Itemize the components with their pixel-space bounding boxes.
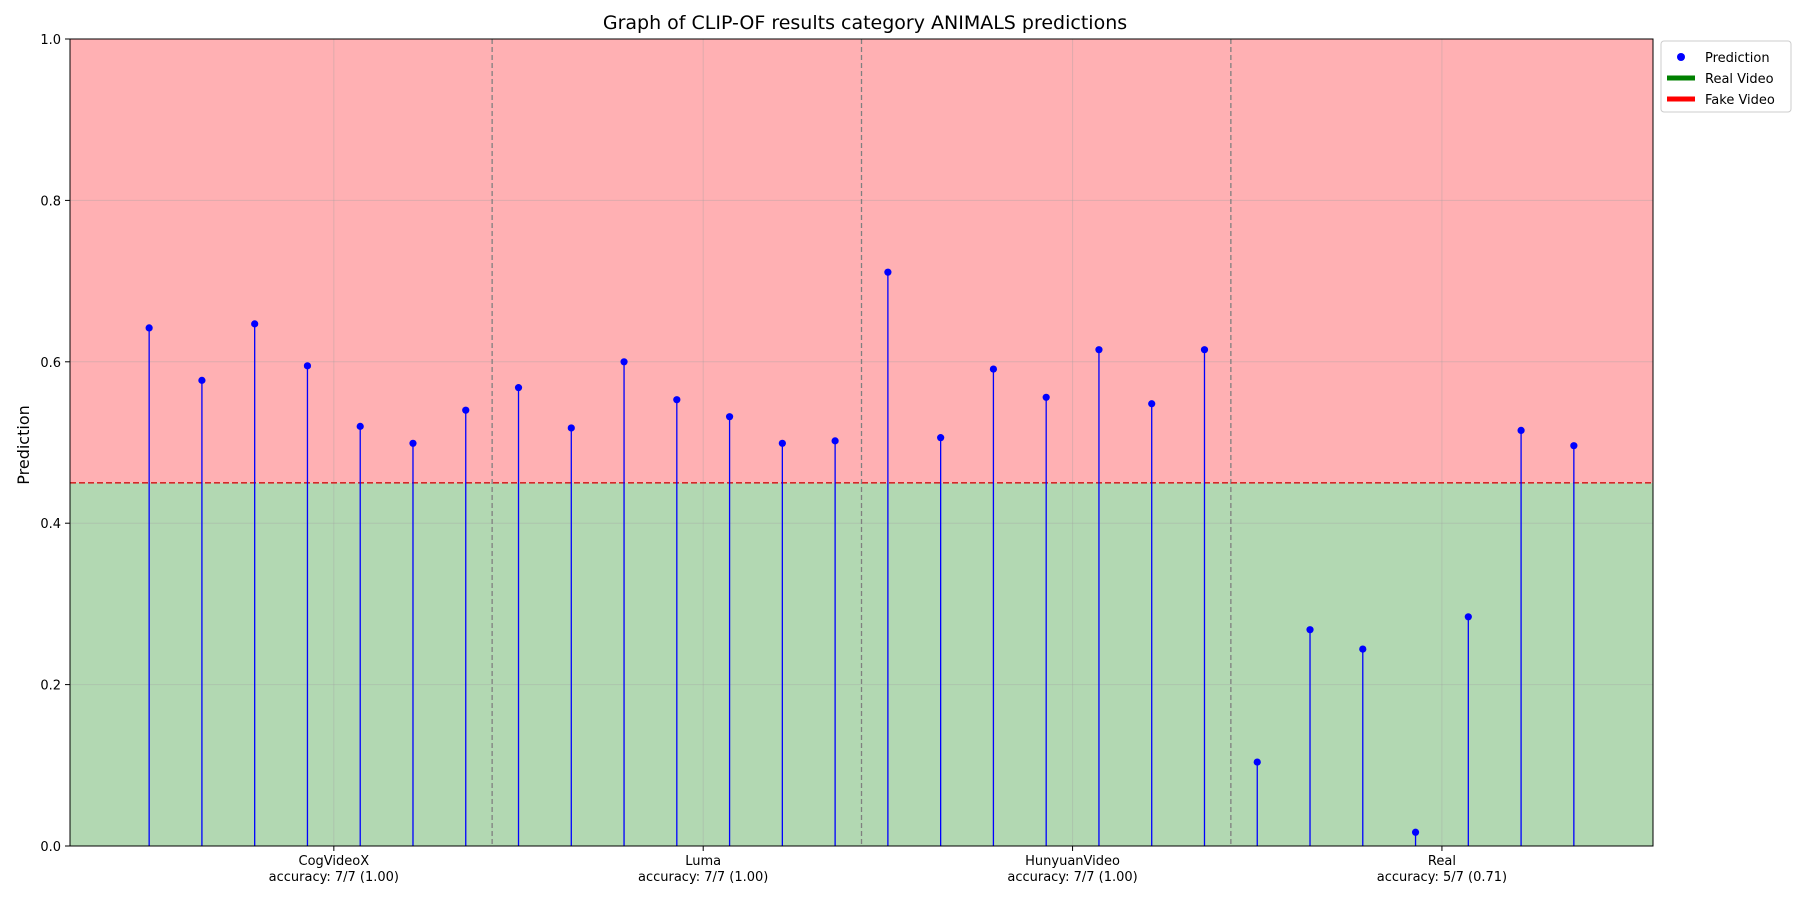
legend-label: Prediction <box>1705 51 1770 66</box>
y-tick-label: 0.2 <box>40 679 61 694</box>
stem-marker <box>1570 442 1578 450</box>
y-tick-label: 0.6 <box>40 356 61 371</box>
stem-marker <box>409 439 417 447</box>
x-group-name: Real <box>1428 854 1456 869</box>
stem-marker <box>884 268 892 276</box>
stem-marker <box>673 396 681 404</box>
stem-marker <box>831 437 839 445</box>
stem-marker <box>989 365 998 373</box>
stem-marker <box>145 324 153 332</box>
stem-marker <box>356 422 364 430</box>
stem-marker <box>198 376 206 384</box>
stem-marker <box>1306 626 1314 634</box>
stem-marker <box>937 434 945 442</box>
stem-marker <box>1200 346 1209 354</box>
y-axis-label: Prediction <box>14 405 33 484</box>
stem-marker <box>1148 400 1156 408</box>
stem-series <box>145 268 1578 846</box>
stem-marker <box>1095 346 1103 354</box>
stem-marker <box>620 358 628 366</box>
legend-box <box>1660 40 1792 113</box>
stem-marker <box>303 362 312 370</box>
y-tick-label: 1.0 <box>40 33 61 48</box>
stem-marker <box>567 424 575 432</box>
legend-marker <box>1677 53 1685 61</box>
y-tick-label: 0.4 <box>40 517 61 532</box>
stem-marker <box>251 320 259 328</box>
stem-marker <box>1359 645 1367 653</box>
plot-frame <box>69 38 1654 847</box>
stem-marker <box>1042 393 1050 401</box>
x-group-accuracy: accuracy: 5/7 (0.71) <box>1377 870 1507 885</box>
x-group-accuracy: accuracy: 7/7 (1.00) <box>269 870 399 885</box>
legend-label: Fake Video <box>1705 93 1775 108</box>
stem-marker <box>1253 758 1261 766</box>
stem-marker <box>514 384 523 392</box>
x-group-accuracy: accuracy: 7/7 (1.00) <box>1007 870 1137 885</box>
legend: Prediction Real Video Fake Video <box>1660 40 1792 113</box>
stem-marker <box>725 413 734 421</box>
x-group-name: HunyuanVideo <box>1025 854 1120 869</box>
x-group-name: Luma <box>685 854 721 869</box>
x-group-name: CogVideoX <box>299 854 370 869</box>
x-group-accuracy: accuracy: 7/7 (1.00) <box>638 870 768 885</box>
y-tick-label: 0.0 <box>40 840 61 855</box>
stem-marker <box>778 439 786 447</box>
stem-marker <box>1517 426 1525 434</box>
chart-title: Graph of CLIP-OF results category ANIMAL… <box>603 12 1127 34</box>
legend-label: Real Video <box>1705 72 1774 87</box>
y-tick-label: 0.8 <box>40 194 61 209</box>
stem-marker <box>1464 613 1472 621</box>
y-axis-ticks: 0.0 0.2 0.4 0.6 0.8 1.0 <box>40 33 70 855</box>
stem-marker <box>462 406 470 414</box>
stem-marker <box>1411 828 1420 836</box>
group-separators <box>491 39 1232 846</box>
